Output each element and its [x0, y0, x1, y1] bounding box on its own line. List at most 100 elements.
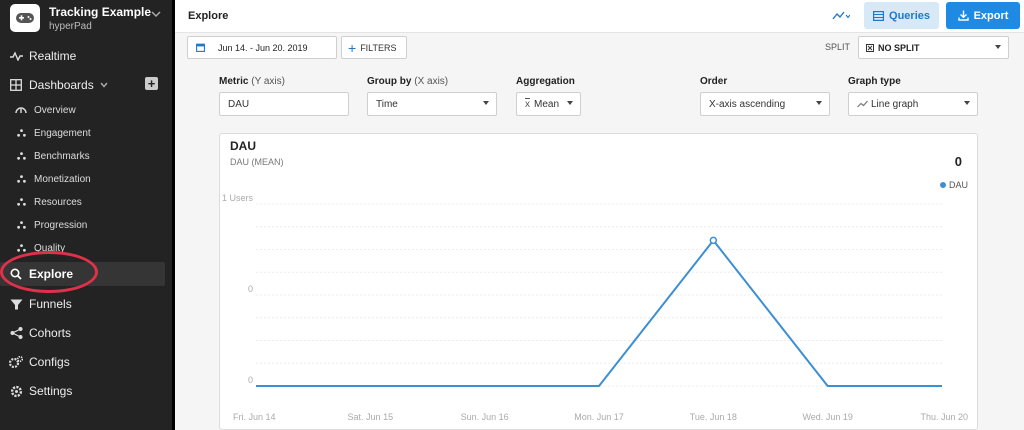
- sidebar-item-label: Progression: [34, 219, 88, 231]
- filters-button[interactable]: + FILTERS: [341, 36, 407, 59]
- sidebar-item-label: Realtime: [29, 49, 77, 63]
- x-tick-label: Sat. Jun 15: [348, 412, 394, 422]
- split-value: NO SPLIT: [878, 42, 920, 53]
- sidebar-item-label: Benchmarks: [34, 150, 90, 162]
- group-by-label: Group by (X axis): [367, 76, 449, 87]
- chevron-down-icon: [483, 101, 489, 105]
- gear-icon: [8, 385, 24, 398]
- sidebar-item-label: Resources: [34, 196, 82, 208]
- sidebar-item-resources[interactable]: Resources: [0, 192, 172, 212]
- order-value: X-axis ascending: [709, 98, 786, 110]
- filters-label: FILTERS: [360, 42, 397, 53]
- queries-label: Queries: [889, 9, 930, 22]
- chart-subtitle: DAU (MEAN): [230, 157, 284, 167]
- order-select[interactable]: X-axis ascending: [700, 92, 830, 116]
- funnel-icon: [8, 299, 24, 310]
- gauge-icon: [14, 106, 28, 114]
- dots-icon: [14, 221, 28, 229]
- series-line: [256, 238, 942, 387]
- chart-options-button[interactable]: [830, 7, 852, 25]
- sidebar-item-label: Cohorts: [29, 326, 72, 340]
- sidebar-item-explore[interactable]: Explore: [0, 262, 165, 286]
- sidebar-item-realtime[interactable]: Realtime: [0, 44, 172, 68]
- y-tick-label: 0: [248, 284, 253, 294]
- dots-icon: [14, 244, 28, 252]
- sidebar-item-label: Configs: [29, 355, 70, 369]
- sidebar-item-label: Quality: [34, 242, 66, 254]
- split-select[interactable]: NO SPLIT: [858, 36, 1009, 59]
- calendar-icon: [196, 43, 205, 52]
- sidebar-item-label: Funnels: [29, 297, 72, 311]
- chevron-down-icon: [964, 101, 970, 105]
- metric-input[interactable]: DAU: [219, 92, 349, 116]
- sidebar-item-engagement[interactable]: Engagement: [0, 123, 172, 143]
- sidebar-item-label: Engagement: [34, 127, 91, 139]
- graph-type-select[interactable]: Line graph: [848, 92, 978, 116]
- y-tick-label: 0: [248, 375, 253, 385]
- app-title: Tracking Example: [49, 5, 152, 19]
- dots-icon: [14, 129, 28, 137]
- sidebar-item-label: Settings: [29, 384, 73, 398]
- gamepad-icon: [10, 4, 40, 32]
- plus-icon: +: [348, 39, 357, 56]
- sidebar-item-overview[interactable]: Overview: [0, 100, 172, 120]
- sidebar-item-monetization[interactable]: Monetization: [0, 169, 172, 189]
- dots-icon: [14, 198, 28, 206]
- export-label: Export: [973, 9, 1009, 22]
- mean-icon: x: [525, 98, 530, 110]
- search-icon: [8, 268, 24, 280]
- sidebar-item-quality[interactable]: Quality: [0, 238, 172, 258]
- data-point[interactable]: [709, 236, 718, 245]
- sidebar-item-label: Dashboards: [29, 78, 94, 92]
- app-switcher[interactable]: Tracking Example hyperPad: [0, 0, 172, 36]
- page-title: Explore: [188, 10, 229, 22]
- date-range-picker[interactable]: Jun 14. - Jun 20. 2019: [187, 36, 337, 59]
- aggregation-label: Aggregation: [516, 76, 575, 87]
- sidebar-divider: [172, 0, 175, 430]
- sidebar: Tracking Example hyperPad Realtime Dashb…: [0, 0, 172, 430]
- chart-panel: DAU DAU (MEAN) 0 DAU 0 0 1 Users Fri. Jun 1…: [219, 133, 978, 430]
- chevron-down-icon: [151, 11, 161, 18]
- metric-value: DAU: [228, 98, 250, 110]
- download-icon: [957, 10, 969, 21]
- chart-title: DAU: [230, 139, 256, 153]
- sidebar-item-dashboards[interactable]: Dashboards: [0, 73, 172, 97]
- close-box-icon: [866, 43, 874, 52]
- sidebar-item-funnels[interactable]: Funnels: [0, 292, 172, 316]
- dots-icon: [14, 152, 28, 160]
- legend-dot: [939, 182, 946, 188]
- add-dashboard-button[interactable]: +: [145, 77, 158, 90]
- chevron-down-icon: [816, 101, 822, 105]
- x-tick-label: Thu. Jun 20: [920, 412, 968, 422]
- queries-button[interactable]: Queries: [864, 2, 939, 29]
- split-label: SPLIT: [825, 42, 851, 52]
- group-by-value: Time: [376, 98, 398, 110]
- pulse-icon: [8, 51, 24, 61]
- graph-type-label: Graph type: [848, 76, 901, 87]
- sidebar-item-label: Explore: [29, 267, 74, 281]
- chevron-down-icon: [567, 101, 573, 105]
- chart-legend[interactable]: DAU: [939, 180, 968, 190]
- legend-label: DAU: [948, 180, 968, 190]
- share-icon: [8, 327, 24, 339]
- sidebar-item-label: Monetization: [34, 173, 91, 185]
- sidebar-item-benchmarks[interactable]: Benchmarks: [0, 146, 172, 166]
- group-by-select[interactable]: Time: [367, 92, 497, 116]
- sidebar-item-label: Overview: [34, 104, 76, 116]
- trend-icon: [832, 11, 850, 20]
- sidebar-item-progression[interactable]: Progression: [0, 215, 172, 235]
- aggregation-select[interactable]: x Mean: [516, 92, 581, 116]
- x-tick-label: Sun. Jun 16: [461, 412, 509, 422]
- export-button[interactable]: Export: [946, 2, 1020, 29]
- aggregation-value: Mean: [534, 98, 560, 110]
- chevron-down-icon: [100, 82, 108, 88]
- sidebar-item-configs[interactable]: Configs: [0, 350, 172, 374]
- order-label: Order: [700, 76, 728, 87]
- x-tick-label: Wed. Jun 19: [802, 412, 852, 422]
- sidebar-item-settings[interactable]: Settings: [0, 379, 172, 403]
- x-tick-label: Tue. Jun 18: [690, 412, 737, 422]
- chevron-down-icon: [995, 45, 1001, 49]
- metric-label: Metric (Y axis): [219, 76, 285, 87]
- sidebar-item-cohorts[interactable]: Cohorts: [0, 321, 172, 345]
- date-range-value: Jun 14. - Jun 20. 2019: [218, 42, 308, 53]
